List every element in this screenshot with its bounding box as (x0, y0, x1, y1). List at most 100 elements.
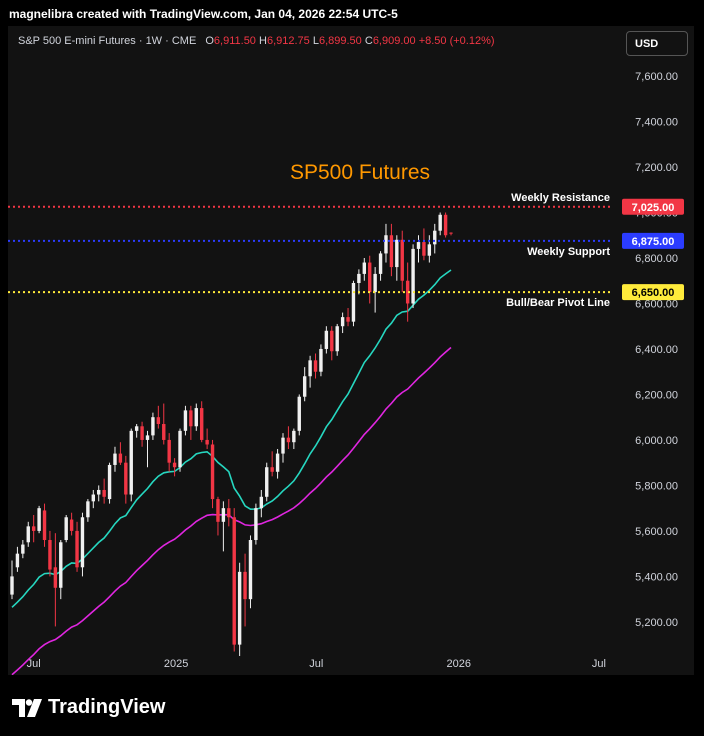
candle-body (400, 239, 404, 281)
candle-body (64, 517, 68, 541)
candle-body (113, 453, 117, 465)
candle-body (145, 435, 150, 440)
candle-body (183, 410, 188, 431)
open-label: O (205, 35, 214, 47)
level-price-tag (622, 232, 684, 249)
candle-body (324, 330, 329, 349)
candle-body (259, 496, 264, 509)
candle-body (330, 330, 334, 352)
candle-body (351, 283, 356, 322)
level-name-label: Bull/Bear Pivot Line (506, 297, 610, 309)
candle-body (210, 444, 215, 500)
candle-body (216, 499, 220, 522)
candle-body (21, 544, 25, 554)
y-tick-label: 6,000.00 (635, 435, 678, 447)
candle-body (31, 526, 36, 531)
candle-body (172, 462, 177, 468)
candle-body (292, 430, 296, 443)
candle-body (232, 517, 236, 645)
moving-averages (11, 269, 452, 675)
candle-body (237, 571, 242, 645)
candle-body (162, 424, 166, 440)
candle-body (107, 464, 112, 500)
candle-body (205, 439, 209, 445)
candle-body (357, 273, 361, 284)
ma-fast-line (11, 269, 452, 608)
candle-body (302, 376, 307, 397)
candle-body (178, 430, 182, 468)
candle-body (449, 232, 453, 234)
candle-body (319, 348, 323, 372)
candle-body (134, 426, 139, 431)
y-tick-label: 7,200.00 (635, 162, 678, 174)
candle-body (124, 462, 128, 495)
close-label: C (364, 35, 373, 47)
candle-body (286, 437, 291, 443)
y-tick-label: 5,800.00 (635, 480, 678, 492)
candle-body (427, 244, 432, 256)
candle-body (221, 508, 226, 522)
candle-body (373, 273, 377, 293)
ohlc-legend: S&P 500 E-mini Futures · 1W · CME O6,911… (18, 35, 495, 47)
footer: TradingView (0, 680, 704, 736)
candle-body (156, 417, 161, 425)
candle-body (75, 530, 79, 568)
candle-body (265, 467, 269, 497)
x-tick-label: 2026 (447, 658, 471, 670)
candle-body (340, 317, 345, 327)
high-label: H (259, 35, 267, 47)
level-name-label: Weekly Support (527, 246, 610, 258)
candle-body (438, 214, 442, 231)
creator-text: magnelibra created with TradingView.com,… (9, 7, 398, 21)
candle-body (362, 262, 366, 274)
candle-body (53, 567, 58, 588)
level-name-label: Weekly Resistance (511, 192, 610, 204)
y-tick-label: 6,200.00 (635, 389, 678, 401)
y-tick-label: 6,400.00 (635, 344, 678, 356)
candle-body (389, 235, 394, 268)
y-tick-label: 7,600.00 (635, 71, 678, 83)
price-chart[interactable]: 5,200.00 5,400.00 5,600.00 5,800.00 6,000.00… (8, 26, 694, 675)
symbol-label: S&P 500 E-mini Futures · 1W · CME (18, 35, 197, 47)
candle-body (270, 467, 274, 472)
candle-body (91, 494, 95, 502)
candle-body (416, 242, 421, 249)
candle-body (200, 408, 204, 440)
candle-body (368, 262, 372, 293)
ma-slow-line (11, 346, 452, 675)
candle-body (378, 253, 383, 274)
x-axis-labels: Jul 2025 Jul 2026 Jul (27, 658, 606, 670)
candle-body (10, 576, 14, 595)
candle-body (118, 453, 123, 463)
candle-body (308, 360, 312, 377)
candle-body (227, 508, 231, 518)
tradingview-logo[interactable]: TradingView (12, 696, 165, 719)
currency-button[interactable]: USD (626, 31, 688, 56)
candle-body (151, 417, 155, 436)
tradingview-wordmark: TradingView (48, 696, 166, 718)
candle-body (243, 571, 247, 600)
candle-body (443, 214, 448, 236)
candle-body (346, 317, 350, 322)
candle-body (422, 242, 426, 256)
chart-area[interactable]: 5,200.00 5,400.00 5,600.00 5,800.00 6,000.00… (8, 26, 694, 675)
candle-body (102, 489, 106, 497)
open-value: 6,911.50 (213, 35, 256, 47)
candle-body (189, 410, 193, 427)
level-price-tag (622, 284, 684, 301)
level-price-tag (622, 198, 684, 215)
level-price-label: 6,650.00 (632, 287, 675, 299)
y-axis-labels: 5,200.00 5,400.00 5,600.00 5,800.00 6,000.00… (635, 71, 678, 629)
low-label: L (312, 35, 319, 47)
candle-body (254, 508, 258, 541)
x-tick-label: Jul (309, 658, 323, 670)
tradingview-logo-icon (12, 698, 42, 717)
candle-body (42, 510, 47, 541)
close-value: 6,909.00 (372, 35, 416, 47)
candle-body (395, 239, 399, 268)
candle-body (86, 501, 90, 518)
candle-body (26, 526, 30, 543)
chart-title: SP500 Futures (290, 161, 430, 184)
candle-body (411, 248, 415, 304)
candle-body (129, 430, 133, 495)
